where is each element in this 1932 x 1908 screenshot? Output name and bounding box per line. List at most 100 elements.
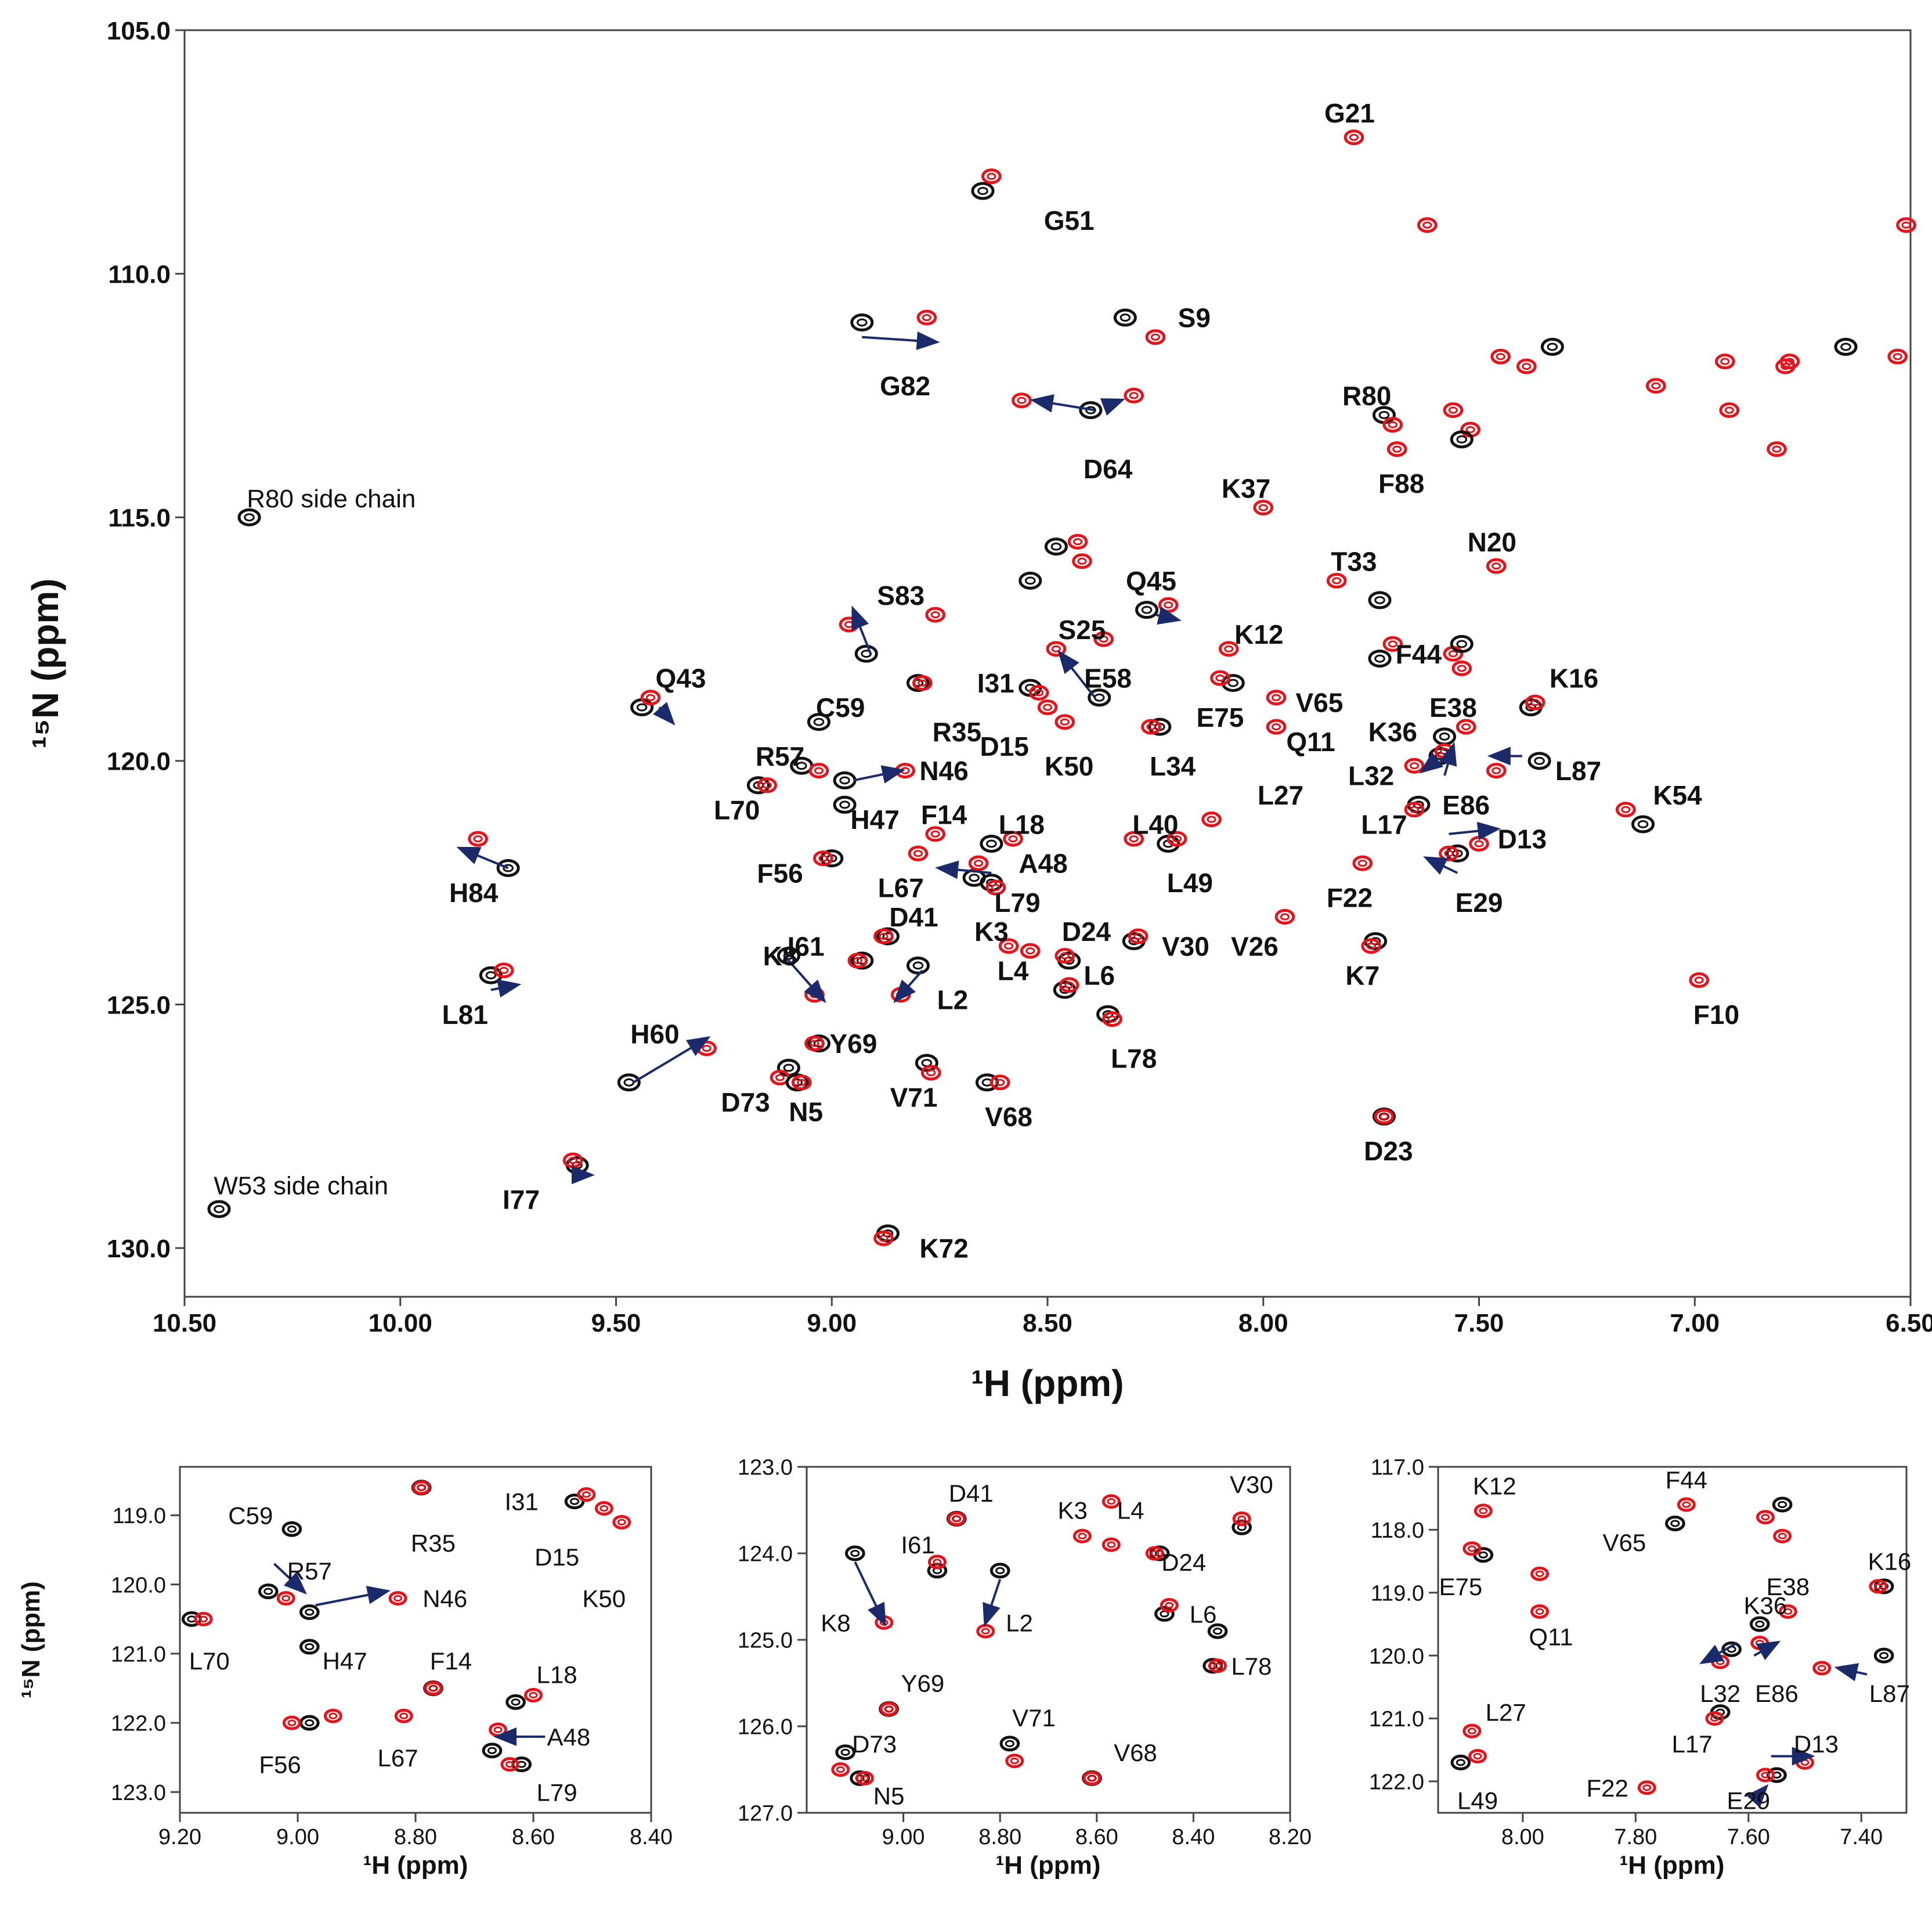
red-peak — [1382, 636, 1403, 652]
black-peak-contour — [1456, 1759, 1465, 1766]
red-peak-contour — [473, 835, 483, 843]
red-peak — [1530, 1604, 1550, 1619]
red-peak-contour — [1461, 723, 1471, 731]
residue-label: K54 — [1653, 780, 1702, 810]
residue-label: I61 — [901, 1531, 934, 1559]
black-peak-contour — [244, 513, 255, 522]
red-peak-contour — [1474, 840, 1484, 847]
black-peak — [876, 927, 900, 946]
red-peak-contour — [1107, 1541, 1116, 1548]
shift-arrow — [633, 1036, 711, 1084]
black-peak — [906, 674, 930, 692]
red-peak — [1705, 1711, 1724, 1726]
residue-label: V65 — [1602, 1529, 1646, 1556]
residue-label: F44 — [1666, 1466, 1707, 1494]
black-peak-contour — [977, 186, 988, 195]
shift-arrow — [893, 969, 923, 1004]
black-peak — [1148, 717, 1172, 736]
black-peak-contour — [856, 318, 868, 327]
red-peak — [1887, 348, 1908, 365]
red-peak-contour — [1150, 1550, 1160, 1557]
red-peak — [1778, 1604, 1797, 1619]
residue-label: K37 — [1222, 473, 1270, 503]
red-peak — [1124, 387, 1144, 403]
y-tick-label: 127.0 — [738, 1802, 793, 1826]
black-peak-contour — [1547, 342, 1558, 351]
red-peak-contour — [1479, 1507, 1488, 1514]
black-peak — [807, 1034, 830, 1053]
x-tick-label: 7.00 — [1670, 1309, 1720, 1337]
red-peak — [873, 928, 894, 944]
residue-label: G51 — [1044, 205, 1095, 236]
red-peak-contour — [1409, 762, 1420, 770]
red-peak — [1756, 1510, 1775, 1525]
x-tick-label: 6.50 — [1886, 1309, 1932, 1337]
residue-label: I77 — [503, 1185, 540, 1215]
y-tick-label: 121.0 — [111, 1643, 166, 1667]
black-peak — [850, 313, 874, 332]
black-peak-contour — [969, 874, 980, 882]
residue-label: N20 — [1468, 527, 1516, 557]
black-peak — [915, 1054, 938, 1072]
y-tick-label: 123.0 — [738, 1456, 793, 1480]
residue-label: D41 — [949, 1480, 994, 1507]
black-peak-contour — [1840, 342, 1851, 351]
black-peak-contour — [850, 1549, 860, 1557]
black-peak-contour — [305, 1643, 315, 1651]
y-tick-label: 115.0 — [108, 504, 171, 532]
residue-label: S9 — [1178, 303, 1211, 333]
red-peak-contour — [199, 1615, 208, 1622]
black-peak — [854, 644, 878, 663]
black-peak-contour — [263, 1588, 273, 1595]
y-tick-label: 125.0 — [107, 991, 171, 1019]
black-peak-contour — [839, 776, 850, 785]
black-peak-contour — [1777, 1501, 1787, 1509]
residue-label: D13 — [1794, 1730, 1839, 1758]
residue-label: L70 — [189, 1647, 230, 1675]
red-peak-contour — [1008, 835, 1018, 843]
y-tick-label: 130.0 — [107, 1235, 171, 1263]
shift-arrow — [1746, 1784, 1769, 1808]
shift-arrow — [273, 1563, 307, 1595]
black-peak-contour — [1085, 406, 1096, 414]
red-peak — [1102, 1011, 1122, 1027]
red-peak-contour — [1064, 981, 1074, 989]
residue-label: T33 — [1331, 546, 1377, 576]
red-peak-contour — [1025, 947, 1035, 955]
red-peak — [493, 962, 514, 979]
residue-label: Y69 — [829, 1029, 877, 1059]
red-peak — [194, 1611, 213, 1626]
red-peak-contour — [1448, 406, 1458, 414]
black-peak — [1154, 1606, 1175, 1622]
residue-label: V71 — [890, 1082, 938, 1112]
x-tick-label: 7.40 — [1840, 1825, 1883, 1849]
residue-label: D73 — [721, 1087, 770, 1117]
red-peak — [1896, 217, 1916, 233]
red-peak-contour — [1530, 699, 1540, 706]
red-peak-contour — [1409, 806, 1420, 813]
red-peak-contour — [1783, 1608, 1793, 1615]
residue-label: E29 — [1456, 888, 1503, 918]
residue-label: E75 — [1196, 702, 1244, 733]
shift-arrow — [935, 860, 992, 879]
red-peak — [1232, 1511, 1251, 1526]
y-tick-label: 126.0 — [738, 1715, 793, 1740]
red-peak-contour — [879, 932, 889, 940]
black-peak — [1450, 1754, 1471, 1770]
residue-label: C59 — [816, 692, 865, 723]
red-peak-contour — [1271, 723, 1281, 731]
x-tick-label: 8.00 — [1501, 1825, 1544, 1849]
red-peak-contour — [1720, 358, 1730, 365]
red-peak-contour — [1357, 859, 1367, 867]
residue-label: L6 — [1084, 961, 1115, 991]
red-peak — [1637, 1780, 1656, 1795]
red-peak-contour — [1280, 913, 1290, 921]
x-tick-label: 8.50 — [1023, 1309, 1072, 1337]
residue-label: L79 — [994, 888, 1040, 918]
red-peak-contour — [926, 1069, 936, 1077]
residue-label: L87 — [1555, 756, 1601, 786]
residue-label: Q11 — [1529, 1624, 1573, 1651]
x-axis-title: ¹H (ppm) — [996, 1851, 1101, 1880]
red-peak-contour — [814, 767, 824, 774]
red-peak-contour — [922, 314, 931, 322]
